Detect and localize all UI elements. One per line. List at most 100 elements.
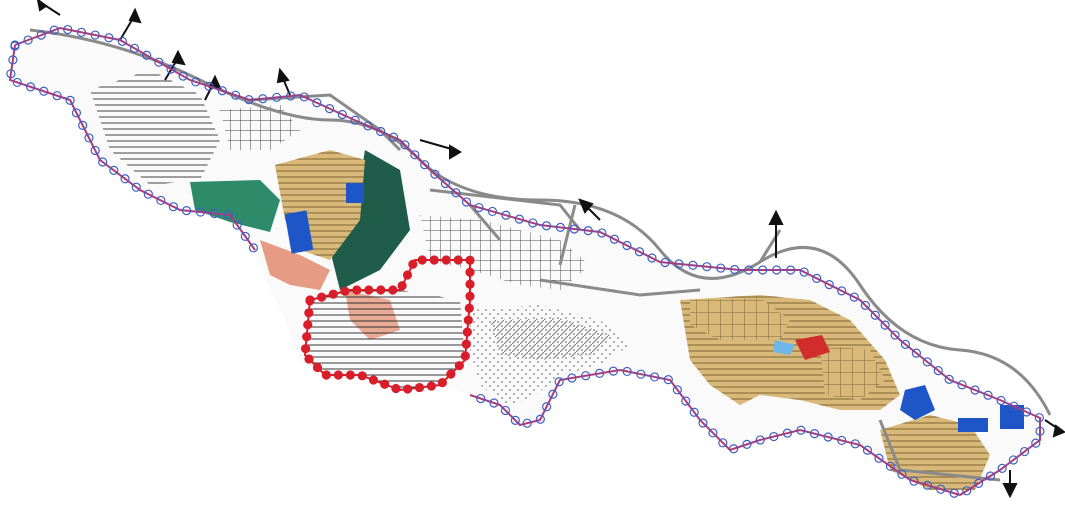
boundary-marker — [796, 425, 806, 435]
boundary-marker — [862, 445, 873, 455]
zone-grid-north — [220, 105, 300, 150]
zone-salmon — [260, 240, 330, 290]
boundary-marker — [809, 429, 820, 439]
boundary-marker — [304, 308, 314, 318]
boundary-marker — [542, 402, 552, 412]
boundary-marker — [909, 476, 919, 486]
boundary-marker — [117, 36, 127, 46]
boundary-marker — [522, 418, 532, 428]
boundary-marker — [681, 396, 691, 406]
boundary-marker — [191, 77, 201, 87]
boundary-marker — [429, 255, 439, 265]
boundary-marker — [357, 371, 367, 381]
boundary-marker — [391, 383, 401, 394]
boundary-marker — [156, 195, 166, 206]
boundary-marker — [622, 366, 632, 377]
boundary-marker — [660, 257, 670, 268]
boundary-marker — [758, 265, 768, 275]
zone-blue-east-1 — [900, 385, 935, 420]
boundary-marker — [352, 285, 362, 295]
boundary-marker — [609, 234, 620, 244]
boundary-marker — [317, 292, 327, 302]
boundary-marker — [63, 24, 73, 35]
boundary-marker — [957, 380, 967, 390]
boundary-marker — [583, 226, 593, 236]
boundary-marker — [376, 126, 386, 137]
boundary-marker — [1034, 413, 1044, 423]
boundary-marker — [400, 140, 410, 150]
boundary-marker — [1009, 401, 1019, 411]
zone-red-east — [795, 335, 830, 360]
boundary-marker — [441, 255, 451, 265]
boundary-marker — [166, 64, 176, 74]
boundary-marker — [223, 210, 233, 220]
boundary-marker — [476, 393, 486, 404]
boundary-marker — [142, 50, 152, 60]
boundary-marker — [824, 280, 834, 290]
red-boundary-markers — [300, 255, 475, 394]
boundary-marker — [933, 366, 943, 376]
boundary-marker — [581, 371, 591, 381]
boundary-marker — [10, 41, 20, 51]
boundary-marker — [178, 71, 188, 81]
boundary-marker — [997, 463, 1007, 473]
zone-blue-1 — [284, 210, 314, 254]
boundary-marker — [25, 82, 36, 92]
boundary-marker — [983, 390, 993, 400]
boundary-marker — [474, 202, 484, 213]
boundary-marker — [154, 57, 164, 67]
boundary-marker — [489, 398, 499, 408]
boundary-marker — [849, 292, 859, 302]
boundary-marker — [569, 224, 579, 234]
boundary-marker — [49, 25, 59, 35]
boundary-marker — [742, 439, 752, 449]
boundary-marker — [622, 240, 632, 251]
boundary-marker — [388, 285, 398, 295]
boundary-marker — [23, 35, 33, 45]
boundary-marker — [36, 30, 46, 40]
zone-tan-grid-east — [690, 298, 790, 340]
boundary-marker — [688, 260, 698, 270]
boundary-marker — [541, 221, 552, 231]
boundary-marker — [880, 320, 890, 330]
zone-blue-east-2 — [958, 418, 988, 432]
boundary-marker — [231, 90, 241, 100]
boundary-marker — [430, 169, 440, 179]
zone-green — [190, 180, 280, 232]
boundary-marker — [554, 377, 564, 387]
boundary-marker — [195, 207, 206, 217]
boundary-marker — [962, 486, 972, 496]
boundary-marker — [911, 348, 922, 358]
boundary-marker — [446, 369, 456, 379]
boundary-marker — [636, 369, 646, 379]
zone-light-blue-east — [773, 340, 795, 355]
boundary-marker — [465, 255, 475, 265]
boundary-marker — [204, 81, 214, 91]
boundary-marker — [286, 91, 296, 101]
boundary-marker — [837, 286, 847, 296]
boundary-marker — [647, 253, 657, 263]
boundary-marker — [312, 362, 323, 373]
boundary-marker — [567, 373, 577, 383]
boundary-marker — [860, 300, 870, 310]
boundary-marker — [345, 370, 355, 380]
boundary-marker — [708, 428, 718, 438]
boundary-marker — [12, 77, 22, 88]
boundary-marker — [364, 285, 374, 295]
boundary-markers — [6, 24, 1045, 498]
boundary-marker — [461, 339, 471, 349]
boundary-marker — [729, 444, 739, 454]
boundary-marker — [300, 344, 311, 354]
boundary-marker — [6, 69, 16, 79]
boundary-marker — [769, 431, 779, 442]
boundary-marker — [462, 327, 472, 337]
boundary-marker — [453, 255, 463, 265]
zone-hatched-west — [90, 70, 220, 185]
boundary-marker — [870, 310, 880, 320]
boundary-marker — [799, 267, 809, 277]
boundary-marker — [131, 182, 141, 192]
zone-blue-2 — [346, 183, 364, 203]
boundary-marker — [460, 351, 470, 361]
boundary-marker — [922, 480, 932, 490]
